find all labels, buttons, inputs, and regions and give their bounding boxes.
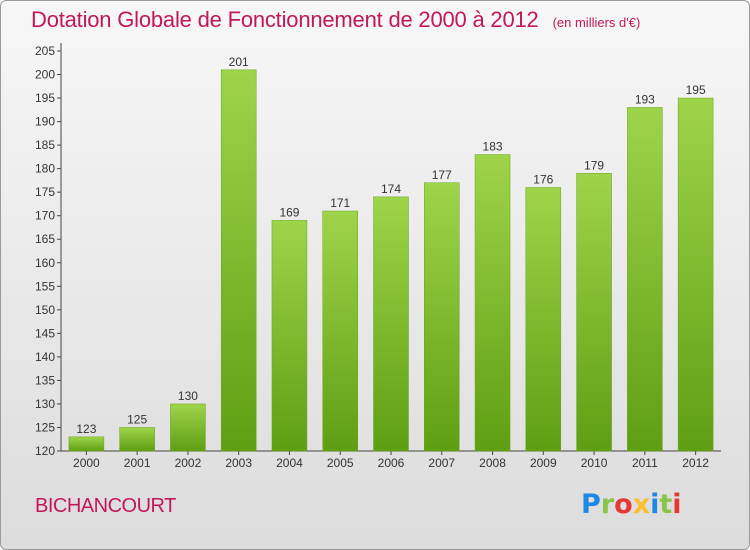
y-tick-label: 205	[35, 44, 55, 58]
data-label-2004: 169	[279, 205, 299, 219]
y-tick-label: 130	[35, 397, 55, 411]
x-tick-label-2003: 2003	[225, 456, 252, 470]
x-tick-label-2007: 2007	[428, 456, 455, 470]
y-tick-label: 175	[35, 185, 55, 199]
y-tick-label: 195	[35, 91, 55, 105]
x-tick-label-2009: 2009	[530, 456, 557, 470]
brand-logo-letter: i	[650, 489, 660, 520]
x-tick-label-2008: 2008	[479, 456, 506, 470]
y-tick-label: 135	[35, 373, 55, 387]
data-label-2003: 201	[229, 55, 249, 69]
data-label-2002: 130	[178, 389, 198, 403]
bar-2011	[627, 107, 663, 452]
brand-logo-letter: o	[614, 489, 633, 520]
x-tick-label-2005: 2005	[327, 456, 354, 470]
x-tick-label-2006: 2006	[378, 456, 405, 470]
y-tick-label: 180	[35, 162, 55, 176]
commune-name: BICHANCOURT	[35, 495, 176, 517]
y-tick-label: 140	[35, 350, 55, 364]
y-tick-label: 150	[35, 303, 55, 317]
bar-2003	[220, 69, 257, 452]
y-tick-label: 120	[35, 444, 55, 458]
y-tick-label: 160	[35, 256, 55, 270]
chart-title-text: Dotation Globale de Fonctionnement de 20…	[31, 7, 539, 32]
x-tick-label-2001: 2001	[124, 456, 151, 470]
brand-logo-letter: t	[659, 489, 673, 520]
data-label-2008: 183	[483, 140, 503, 154]
data-label-2000: 123	[76, 422, 96, 436]
y-tick-label: 145	[35, 326, 55, 340]
y-tick-label: 185	[35, 138, 55, 152]
data-label-2006: 174	[381, 182, 401, 196]
bar-2002	[170, 403, 206, 452]
y-tick-label: 170	[35, 209, 55, 223]
bar-2008	[474, 154, 511, 452]
x-tick-label-2004: 2004	[276, 456, 303, 470]
data-label-2010: 179	[584, 158, 604, 172]
y-tick-label: 165	[35, 232, 55, 246]
bar-2001	[119, 427, 155, 452]
brand-logo-letter: x	[632, 489, 651, 520]
data-label-2009: 176	[533, 172, 553, 186]
y-tick-label: 190	[35, 115, 55, 129]
y-tick-label: 155	[35, 279, 55, 293]
data-label-2001: 125	[127, 412, 147, 426]
data-label-2005: 171	[330, 196, 350, 210]
chart-title: Dotation Globale de Fonctionnement de 20…	[31, 7, 640, 33]
brand-logo-letter: P	[581, 489, 601, 520]
bar-2006	[373, 196, 409, 452]
bar-2007	[424, 182, 460, 452]
data-label-2012: 195	[686, 83, 706, 97]
x-tick-label-2000: 2000	[73, 456, 100, 470]
bar-2005	[322, 210, 358, 452]
brand-logo: Proxiti	[581, 489, 682, 520]
x-tick-label-2011: 2011	[632, 456, 658, 470]
bar-2010	[576, 173, 612, 452]
x-tick-label-2010: 2010	[581, 456, 608, 470]
data-label-2007: 177	[432, 168, 452, 182]
data-label-2011: 193	[635, 92, 655, 106]
bar-2009	[525, 187, 562, 452]
y-tick-label: 125	[35, 420, 55, 434]
y-tick-label: 200	[35, 68, 55, 82]
x-tick-label-2012: 2012	[682, 456, 709, 470]
x-tick-label-2002: 2002	[175, 456, 202, 470]
brand-logo-letter: i	[672, 489, 682, 520]
brand-logo-letter: r	[600, 489, 615, 520]
bar-2004	[271, 220, 308, 452]
bar-2000	[68, 436, 105, 452]
chart-subtitle: (en milliers d'€)	[552, 15, 641, 30]
bar-2012	[677, 97, 714, 452]
